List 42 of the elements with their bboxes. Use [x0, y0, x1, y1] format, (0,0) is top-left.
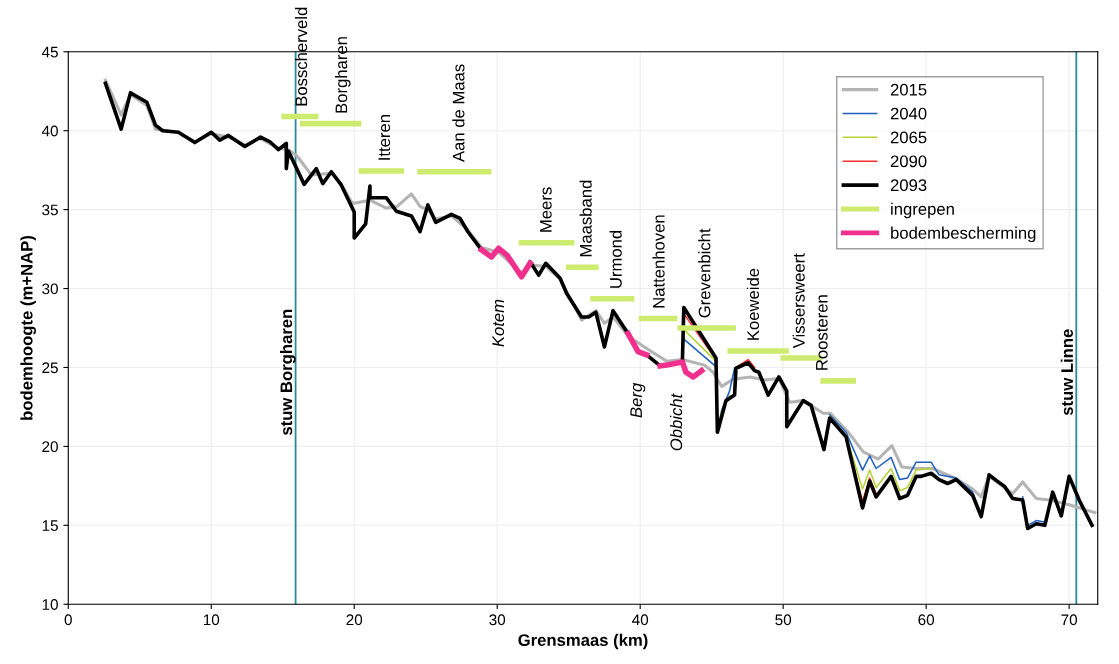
- x-tick-label: 0: [64, 614, 72, 626]
- annotation: Berg: [630, 382, 646, 418]
- y-tick-label: 40: [41, 125, 58, 137]
- legend-label: bodembescherming: [891, 226, 1036, 243]
- legend-label: ingrepen: [891, 202, 954, 219]
- annotation: Maasband: [579, 180, 592, 257]
- annotation: Obbicht: [669, 393, 683, 451]
- y-tick-label: 10: [42, 599, 58, 610]
- annotation: Nattenhoven: [652, 215, 665, 308]
- legend-label: 2065: [890, 131, 927, 144]
- annotation: Bosscherveld: [294, 7, 308, 106]
- x-tick-label: 60: [918, 614, 935, 626]
- x-axis-title: Grensmaas (km): [518, 633, 648, 650]
- y-tick-label: 20: [42, 441, 58, 453]
- annotation: Roosteren: [816, 295, 828, 370]
- legend-label: 2015: [890, 83, 927, 96]
- y-tick-label: 25: [42, 362, 58, 374]
- annotation: Grevenbicht: [698, 228, 711, 318]
- y-tick-label: 30: [42, 283, 58, 295]
- annotation: Kotem: [492, 299, 505, 347]
- y-tick-label: 45: [41, 46, 58, 58]
- x-tick-label: 40: [632, 614, 649, 626]
- y-tick-label: 15: [42, 520, 58, 532]
- annotation: Koeweide: [746, 268, 760, 340]
- legend-label: 2090: [890, 155, 927, 168]
- y-axis-title: bodemhoogte (m+NAP): [20, 236, 36, 420]
- annotation: Urmond: [609, 230, 622, 288]
- x-tick-label: 50: [775, 614, 792, 626]
- y-tick-label: 35: [42, 204, 58, 216]
- x-tick-label: 70: [1061, 614, 1078, 626]
- annotation: Itteren: [378, 115, 391, 160]
- legend-label: 2040: [890, 107, 927, 120]
- annotation: Vissersweert: [792, 253, 805, 349]
- ref-line-label: stuw Linne: [1060, 329, 1073, 416]
- legend-label: 2093: [890, 179, 927, 192]
- x-tick-label: 30: [489, 614, 506, 626]
- x-tick-label: 10: [203, 614, 220, 626]
- annotation: Meers: [540, 187, 552, 232]
- ref-line-label: stuw Borgharen: [279, 309, 296, 436]
- x-tick-label: 20: [346, 614, 363, 626]
- annotation: Aan de Maas: [452, 64, 465, 162]
- annotation: Borgharen: [335, 37, 351, 113]
